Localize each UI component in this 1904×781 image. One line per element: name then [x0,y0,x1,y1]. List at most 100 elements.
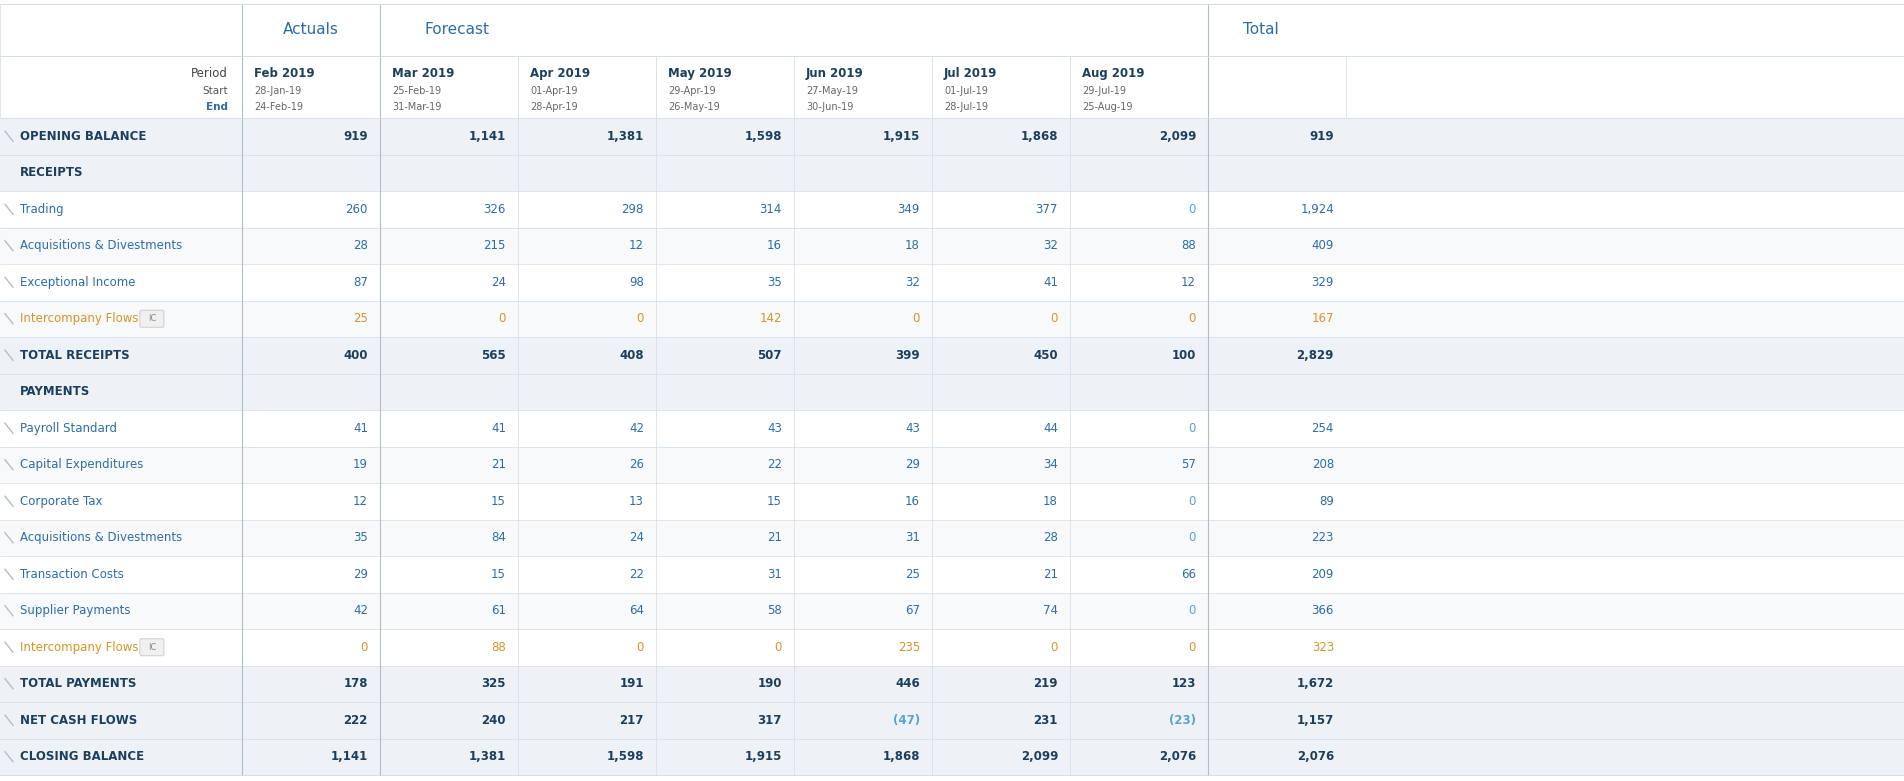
Text: 24: 24 [491,276,506,289]
Text: 31-Mar-19: 31-Mar-19 [392,102,442,112]
Text: 30-Jun-19: 30-Jun-19 [805,102,853,112]
Text: 208: 208 [1312,458,1335,471]
Text: Jun 2019: Jun 2019 [805,67,864,80]
Bar [242,56,381,118]
Text: 0: 0 [499,312,506,325]
Bar [0,191,1904,227]
Bar [0,519,1904,556]
Text: 217: 217 [619,714,644,727]
Text: 32: 32 [904,276,920,289]
Text: 24-Feb-19: 24-Feb-19 [253,102,303,112]
Text: 41: 41 [491,422,506,435]
Text: 26-May-19: 26-May-19 [668,102,720,112]
Text: 231: 231 [1034,714,1059,727]
Text: 235: 235 [899,640,920,654]
Text: Start: Start [202,86,228,96]
Text: Acquisitions & Divestments: Acquisitions & Divestments [21,239,183,252]
Text: End: End [206,102,228,112]
Bar [0,373,1904,410]
Text: 209: 209 [1312,568,1335,581]
Text: 15: 15 [491,494,506,508]
Text: 0: 0 [636,312,644,325]
Text: 25: 25 [904,568,920,581]
Text: 254: 254 [1312,422,1335,435]
Text: 22: 22 [767,458,783,471]
Text: 0: 0 [1188,312,1196,325]
Text: 29-Apr-19: 29-Apr-19 [668,86,716,96]
Text: 0: 0 [1051,640,1059,654]
Text: 409: 409 [1312,239,1335,252]
Text: 446: 446 [895,677,920,690]
Text: 0: 0 [1188,640,1196,654]
Text: 43: 43 [904,422,920,435]
Text: 88: 88 [1180,239,1196,252]
Text: 100: 100 [1171,349,1196,362]
Text: 28-Jan-19: 28-Jan-19 [253,86,301,96]
Text: 31: 31 [767,568,783,581]
Text: 298: 298 [621,203,644,216]
Text: 314: 314 [760,203,783,216]
Text: 1,141: 1,141 [468,130,506,143]
Text: 219: 219 [1034,677,1059,690]
Text: Aug 2019: Aug 2019 [1081,67,1144,80]
Text: RECEIPTS: RECEIPTS [21,166,84,180]
Text: 42: 42 [628,422,644,435]
Text: 0: 0 [775,640,783,654]
Bar [0,264,1904,301]
Text: 29: 29 [904,458,920,471]
FancyBboxPatch shape [139,639,164,656]
Text: 28: 28 [1043,531,1059,544]
Bar [0,593,1904,629]
Text: Exceptional Income: Exceptional Income [21,276,135,289]
Text: 1,157: 1,157 [1297,714,1335,727]
Text: 18: 18 [1043,494,1059,508]
Text: 1,868: 1,868 [882,751,920,763]
Text: 31: 31 [904,531,920,544]
Text: 67: 67 [904,604,920,617]
Text: 1,381: 1,381 [607,130,644,143]
Text: IC: IC [149,643,156,652]
Text: 2,099: 2,099 [1021,751,1059,763]
Text: Intercompany Flows: Intercompany Flows [21,312,139,325]
Text: Apr 2019: Apr 2019 [529,67,590,80]
Text: 21: 21 [1043,568,1059,581]
Bar [1207,56,1346,118]
Text: 0: 0 [1188,604,1196,617]
FancyBboxPatch shape [139,310,164,327]
Bar [0,629,1904,665]
Text: 0: 0 [1188,203,1196,216]
Text: 61: 61 [491,604,506,617]
Text: 399: 399 [895,349,920,362]
Bar [0,4,242,56]
Text: 19: 19 [352,458,367,471]
Bar [0,483,1904,519]
Text: TOTAL RECEIPTS: TOTAL RECEIPTS [21,349,129,362]
Text: 41: 41 [1043,276,1059,289]
Bar [0,556,1904,593]
Text: May 2019: May 2019 [668,67,731,80]
Text: 349: 349 [897,203,920,216]
Text: 1,868: 1,868 [1021,130,1059,143]
Bar [0,337,1904,373]
Text: 28-Jul-19: 28-Jul-19 [944,102,988,112]
Text: 26: 26 [628,458,644,471]
Bar [1207,4,1904,56]
Text: 0: 0 [1188,494,1196,508]
Bar [0,447,1904,483]
Text: 326: 326 [484,203,506,216]
Text: 12: 12 [352,494,367,508]
Text: Feb 2019: Feb 2019 [253,67,314,80]
Text: 24: 24 [628,531,644,544]
Text: Total: Total [1243,23,1279,37]
Text: 01-Apr-19: 01-Apr-19 [529,86,577,96]
Text: 21: 21 [491,458,506,471]
Text: 43: 43 [767,422,783,435]
Bar [1070,56,1207,118]
Text: 215: 215 [484,239,506,252]
Text: 12: 12 [628,239,644,252]
Bar [0,739,1904,775]
Text: 222: 222 [343,714,367,727]
Text: Transaction Costs: Transaction Costs [21,568,124,581]
Text: 1,924: 1,924 [1300,203,1335,216]
Text: 42: 42 [352,604,367,617]
